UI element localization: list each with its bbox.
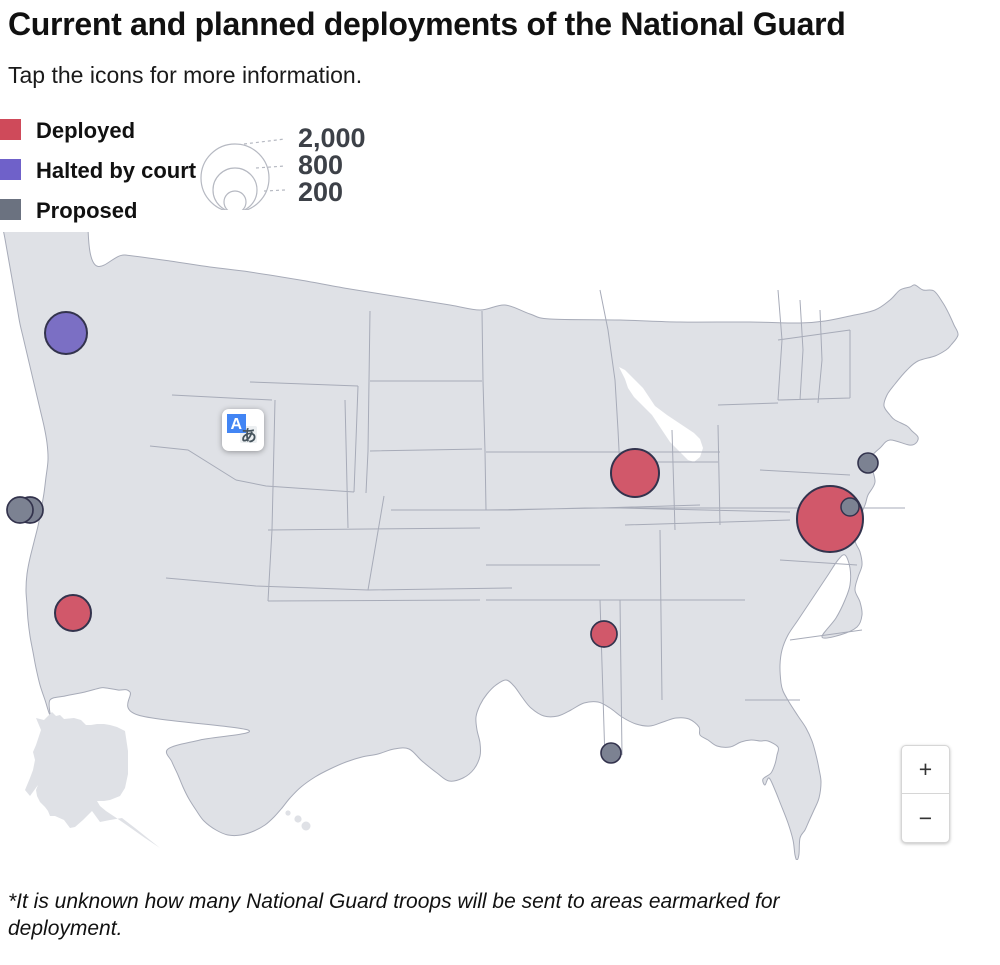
svg-text:800: 800 — [298, 150, 343, 180]
svg-text:200: 200 — [298, 177, 343, 207]
svg-text:2,000: 2,000 — [298, 123, 366, 153]
svg-text:あ: あ — [241, 427, 257, 445]
